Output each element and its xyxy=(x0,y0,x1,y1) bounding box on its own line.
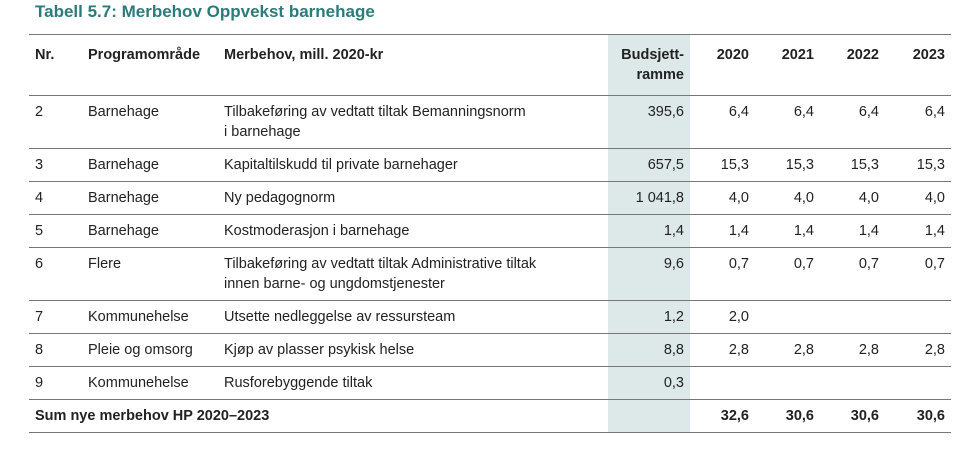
cell-area: Pleie og omsorg xyxy=(88,342,193,358)
sum-row: Sum nye merbehov HP 2020–2023 32,6 30,6 … xyxy=(29,399,951,433)
cell-need: Tilbakeføring av vedtatt tiltak Administ… xyxy=(224,256,537,292)
cell-2022: 2,8 xyxy=(858,342,879,358)
cell-2023 xyxy=(885,367,951,400)
header-2023: 2023 xyxy=(912,47,945,63)
table-row: 8 Pleie og omsorg Kjøp av plasser psykisk … xyxy=(29,333,951,367)
cell-nr: 4 xyxy=(35,190,44,206)
cell-nr: 5 xyxy=(35,223,44,239)
cell-need: Tilbakeføring av vedtatt tiltak Bemannin… xyxy=(224,104,526,140)
cell-2021 xyxy=(755,301,820,334)
table-row: 9 Kommunehelse Rusforebyggende tiltak 0,3 xyxy=(29,366,951,400)
cell-budget: 1,4 xyxy=(608,214,690,248)
table-title: Tabell 5.7: Merbehov Oppvekst barnehage xyxy=(35,2,375,21)
cell-budget: 8,8 xyxy=(608,333,690,367)
header-area: Programområde xyxy=(88,47,201,63)
header-2022: 2022 xyxy=(846,47,879,63)
cell-2021: 2,8 xyxy=(793,342,814,358)
cell-2020: 1,4 xyxy=(728,223,749,239)
sum-label: Sum nye merbehov HP 2020–2023 xyxy=(35,408,270,424)
cell-2023: 0,7 xyxy=(924,256,945,272)
cell-2021: 0,7 xyxy=(793,256,814,272)
cell-2020 xyxy=(690,367,755,400)
cell-2023: 6,4 xyxy=(924,104,945,120)
header-budget: Budsjett-ramme xyxy=(608,34,690,96)
cell-2022: 4,0 xyxy=(858,190,879,206)
cell-2020: 2,8 xyxy=(728,342,749,358)
cell-need: Utsette nedleggelse av ressursteam xyxy=(224,309,456,325)
header-need: Merbehov, mill. 2020-kr xyxy=(224,47,384,63)
table-row: 3 Barnehage Kapitaltilskudd til private ba… xyxy=(29,148,951,182)
cell-nr: 9 xyxy=(35,375,44,391)
merbehov-table: Nr. Programområde Merbehov, mill. 2020-k… xyxy=(29,34,951,433)
cell-2022: 1,4 xyxy=(858,223,879,239)
cell-nr: 8 xyxy=(35,342,44,358)
cell-budget: 9,6 xyxy=(608,247,690,301)
cell-2022 xyxy=(820,301,885,334)
cell-2020: 4,0 xyxy=(728,190,749,206)
cell-2023 xyxy=(885,301,951,334)
sum-2020: 32,6 xyxy=(720,408,749,424)
cell-nr: 7 xyxy=(35,309,44,325)
cell-2023: 2,8 xyxy=(924,342,945,358)
cell-nr: 2 xyxy=(35,104,44,120)
cell-area: Kommunehelse xyxy=(88,375,189,391)
sum-2021: 30,6 xyxy=(785,408,814,424)
cell-2021 xyxy=(755,367,820,400)
cell-2023: 4,0 xyxy=(924,190,945,206)
cell-nr: 3 xyxy=(35,157,44,173)
cell-2021: 4,0 xyxy=(793,190,814,206)
cell-area: Flere xyxy=(88,256,122,272)
cell-2021: 6,4 xyxy=(793,104,814,120)
cell-2021: 15,3 xyxy=(785,157,814,173)
cell-2020: 0,7 xyxy=(728,256,749,272)
cell-need: Ny pedagognorm xyxy=(224,190,336,206)
table-row: 2 Barnehage Tilbakeføring av vedtatt tilta… xyxy=(29,95,951,149)
cell-budget: 0,3 xyxy=(608,366,690,400)
table-row: 7 Kommunehelse Utsette nedleggelse av ress… xyxy=(29,300,951,334)
cell-area: Barnehage xyxy=(88,157,159,173)
cell-2020: 15,3 xyxy=(720,157,749,173)
cell-need: Kjøp av plasser psykisk helse xyxy=(224,342,415,358)
cell-nr: 6 xyxy=(35,256,44,272)
header-nr: Nr. xyxy=(35,47,55,63)
cell-area: Kommunehelse xyxy=(88,309,189,325)
cell-budget: 657,5 xyxy=(608,148,690,182)
cell-2022: 0,7 xyxy=(858,256,879,272)
cell-2021: 1,4 xyxy=(793,223,814,239)
cell-area: Barnehage xyxy=(88,223,159,239)
table-row: 6 Flere Tilbakeføring av vedtatt tiltak Ad… xyxy=(29,247,951,301)
cell-2022 xyxy=(820,367,885,400)
sum-2023: 30,6 xyxy=(916,408,945,424)
cell-2020: 2,0 xyxy=(728,309,749,325)
cell-2020: 6,4 xyxy=(728,104,749,120)
cell-2023: 1,4 xyxy=(924,223,945,239)
cell-2022: 6,4 xyxy=(858,104,879,120)
cell-need: Rusforebyggende tiltak xyxy=(224,375,373,391)
cell-2023: 15,3 xyxy=(916,157,945,173)
cell-budget: 1 041,8 xyxy=(608,181,690,215)
cell-budget: 395,6 xyxy=(608,95,690,149)
table-row: 5 Barnehage Kostmoderasjon i barnehage 1,4 1… xyxy=(29,214,951,248)
header-2021: 2021 xyxy=(781,47,814,63)
cell-area: Barnehage xyxy=(88,104,159,120)
table-row: 4 Barnehage Ny pedagognorm 1 041,8 4,0 4,0 4,0… xyxy=(29,181,951,215)
header-row: Nr. Programområde Merbehov, mill. 2020-k… xyxy=(29,34,951,96)
cell-need: Kostmoderasjon i barnehage xyxy=(224,223,410,239)
header-2020: 2020 xyxy=(716,47,749,63)
sum-budget xyxy=(608,399,690,433)
cell-area: Barnehage xyxy=(88,190,159,206)
cell-budget: 1,2 xyxy=(608,300,690,334)
cell-2022: 15,3 xyxy=(850,157,879,173)
cell-need: Kapitaltilskudd til private barnehager xyxy=(224,157,458,173)
sum-2022: 30,6 xyxy=(850,408,879,424)
